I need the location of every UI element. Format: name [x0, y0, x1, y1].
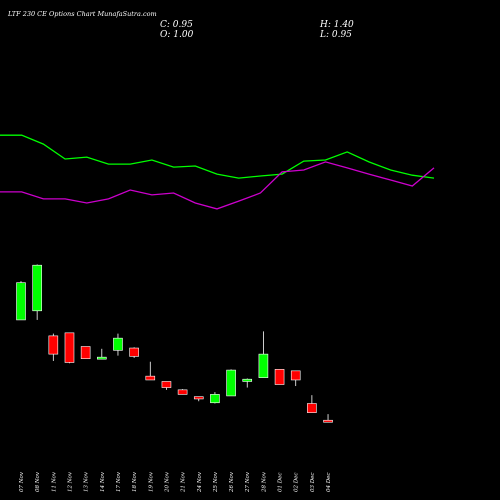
x-tick-label: 17 Nov [116, 471, 122, 492]
open-value: O: 1.00 [160, 30, 194, 40]
candle-body [210, 394, 220, 404]
candle [323, 414, 333, 423]
candle-body [80, 346, 91, 359]
candle [64, 332, 75, 364]
indicator-lines [0, 134, 435, 210]
candle-body [48, 335, 59, 355]
x-tick-label: 19 Nov [148, 471, 154, 492]
indicator-line-2 [0, 161, 435, 210]
candle [161, 381, 172, 390]
x-tick-label: 25 Nov [213, 471, 219, 493]
close-value: C: 0.95 [160, 20, 193, 30]
candle-body [129, 347, 139, 357]
candle-body [113, 337, 123, 351]
x-tick-label: 21 Nov [181, 471, 187, 493]
candle [48, 333, 59, 361]
candle [97, 348, 107, 360]
candle [226, 369, 236, 397]
candlesticks [16, 264, 333, 423]
candle-body [145, 375, 156, 381]
low-value: L: 0.95 [319, 30, 352, 40]
x-tick-label: 28 Nov [261, 471, 267, 493]
candle-body [32, 264, 42, 312]
candle-body [290, 370, 301, 381]
candle-body [97, 356, 107, 360]
candle [274, 369, 285, 385]
indicator-line-1 [0, 134, 435, 179]
candle-body [323, 419, 333, 423]
x-tick-label: 02 Dec [294, 473, 300, 493]
x-tick-label: 26 Nov [229, 471, 235, 493]
candle [177, 389, 188, 395]
candle [113, 333, 123, 356]
candle-body [226, 369, 236, 397]
candle [307, 395, 317, 413]
x-tick-label: 03 Dec [310, 473, 316, 493]
candle [129, 347, 139, 358]
candle [193, 396, 204, 402]
candle-body [177, 389, 188, 395]
x-tick-label: 14 Nov [100, 471, 106, 492]
candle-body [193, 396, 204, 400]
x-tick-label: 12 Nov [67, 471, 73, 492]
candle-body [258, 353, 269, 378]
candle [145, 361, 156, 381]
candle [290, 370, 301, 387]
candle-body [274, 369, 285, 385]
candle [16, 281, 26, 321]
candle [32, 264, 42, 320]
candle-body [161, 381, 172, 388]
high-value: H: 1.40 [319, 20, 354, 30]
chart-title: LTF 230 CE Options Chart MunafaSutra.com [7, 10, 157, 18]
x-axis-labels: 07 Nov 08 Nov 11 Nov 12 Nov 13 Nov 14 Nov 17 N… [19, 471, 332, 493]
x-tick-label: 01 Dec [278, 473, 284, 493]
candle-body [64, 332, 75, 363]
candle [210, 392, 220, 404]
candle [258, 331, 269, 378]
x-tick-label: 04 Dec [326, 473, 332, 493]
x-tick-label: 11 Nov [51, 471, 57, 492]
candle [80, 346, 91, 359]
candle [242, 378, 253, 388]
x-tick-label: 24 Nov [197, 471, 203, 493]
candle-body [242, 378, 253, 382]
x-tick-label: 13 Nov [84, 471, 90, 492]
x-tick-label: 08 Nov [35, 471, 41, 492]
candle-body [307, 403, 317, 413]
x-tick-label: 07 Nov [19, 471, 25, 492]
candle-body [16, 282, 26, 321]
x-tick-label: 18 Nov [132, 471, 138, 492]
x-tick-label: 20 Nov [164, 471, 170, 493]
x-tick-label: 27 Nov [245, 471, 251, 493]
